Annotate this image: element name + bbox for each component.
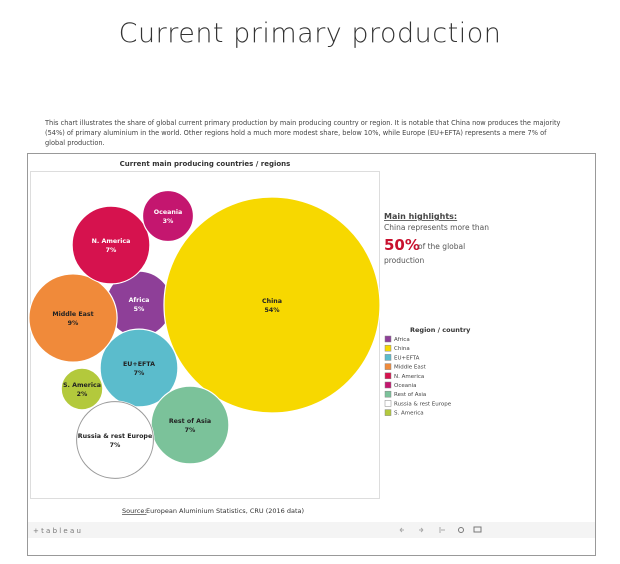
bubble-label: N. America (92, 238, 131, 245)
source-text: European Aluminium Statistics, CRU (2016… (146, 507, 304, 515)
bubble-label: Middle East (52, 311, 93, 318)
legend-label: S. America (394, 411, 424, 417)
bubble-label: S. America (63, 382, 101, 389)
value-label: 3% (163, 218, 174, 225)
legend-swatch (384, 344, 392, 352)
bubble (150, 385, 230, 465)
legend-swatch (384, 400, 392, 407)
plot-area (30, 171, 380, 499)
bubble (75, 400, 155, 480)
legend-swatch (384, 390, 392, 398)
toolbar-icon[interactable] (458, 527, 464, 533)
bubble (71, 205, 151, 285)
legend-label: Middle East (394, 365, 427, 371)
toolbar-icon[interactable] (473, 526, 482, 533)
legend-label: EU+EFTA (394, 355, 420, 361)
legend-label: Oceania (394, 383, 417, 389)
legend-label: Rest of Asia (394, 392, 426, 398)
highlights-emphasis: 50% (384, 236, 420, 254)
frame (27, 153, 596, 556)
value-label: 7% (134, 370, 145, 377)
highlights-text: production (384, 256, 425, 265)
value-label: 7% (106, 247, 117, 254)
highlights-heading: Main highlights: (384, 212, 457, 221)
bubble (163, 196, 381, 414)
bubble-outline (76, 401, 154, 479)
legend-label: N. America (394, 374, 424, 380)
toolbar-icons[interactable] (399, 527, 445, 533)
description: This chart illustrates the share of glob… (45, 119, 561, 147)
highlights-text: of the global (418, 242, 465, 251)
legend-title: Region / country (410, 326, 471, 334)
legend-label: Africa (394, 337, 410, 343)
bubble-label: Russia & rest Europe (78, 433, 152, 440)
toolbar (28, 522, 595, 538)
legend-swatch (384, 381, 392, 389)
value-label: 2% (77, 391, 88, 398)
chart-title: Current main producing countries / regio… (120, 160, 291, 168)
value-label: 9% (68, 320, 79, 327)
legend-swatch (384, 354, 392, 361)
bubble-label: Rest of Asia (169, 418, 211, 425)
bubble (141, 189, 195, 243)
brand: + t a b l e a u (33, 527, 81, 535)
bubble (99, 328, 179, 408)
legend-label: China (394, 346, 410, 352)
value-label: 7% (110, 442, 121, 449)
bubble (60, 367, 104, 411)
bubble-label: Oceania (154, 209, 183, 216)
value-label: 54% (264, 307, 280, 314)
legend-swatch (384, 335, 392, 343)
value-label: 5% (134, 306, 145, 313)
legend-swatch (384, 363, 392, 370)
page-title: Current primary production (118, 18, 502, 49)
legend-swatch (384, 372, 392, 380)
bubble-label: Africa (129, 297, 150, 304)
bubble-label: China (262, 298, 282, 305)
value-label: 7% (185, 427, 196, 434)
source-label: Source: (122, 507, 147, 515)
highlights-text: China represents more than (384, 223, 489, 232)
legend-swatch (384, 409, 392, 416)
legend-label: Russia & rest Europe (394, 401, 452, 407)
bubble-label: EU+EFTA (123, 361, 155, 368)
bubble (28, 273, 118, 363)
